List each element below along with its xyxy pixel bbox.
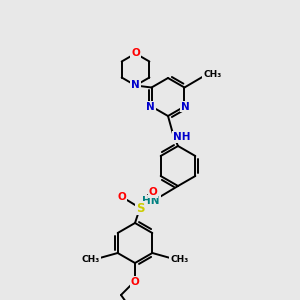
Text: N: N — [181, 101, 190, 112]
Text: O: O — [131, 49, 140, 58]
Text: CH₃: CH₃ — [203, 70, 221, 79]
Text: O: O — [148, 187, 158, 197]
Text: O: O — [130, 277, 140, 287]
Text: HN: HN — [142, 196, 160, 206]
Text: CH₃: CH₃ — [170, 256, 188, 265]
Text: O: O — [118, 192, 126, 202]
Text: NH: NH — [173, 132, 191, 142]
Text: CH₃: CH₃ — [82, 256, 100, 265]
Text: S: S — [136, 202, 144, 214]
Text: N: N — [146, 101, 155, 112]
Text: N: N — [131, 80, 140, 91]
